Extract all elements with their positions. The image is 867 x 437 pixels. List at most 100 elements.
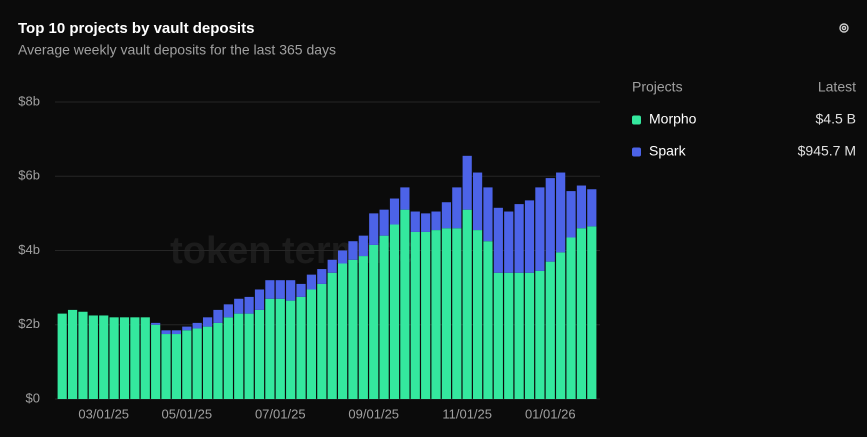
bar-segment [57, 313, 67, 399]
bar-segment [151, 324, 161, 399]
bar-segment [566, 237, 576, 399]
x-tick-label: 07/01/25 [255, 406, 306, 421]
bar-segment [566, 191, 576, 238]
bar-segment [317, 269, 327, 284]
bar-segment [327, 272, 337, 399]
bar-segment [379, 209, 389, 236]
bar-segment [327, 259, 337, 273]
bar-segment [441, 202, 452, 229]
bar-segment [306, 289, 317, 399]
bar-segment [524, 272, 535, 399]
bar-segment [130, 317, 140, 399]
bar-segment [265, 298, 275, 399]
bar-segment [504, 272, 514, 399]
legend-latest: $4.5 B [816, 111, 856, 127]
bar-segment [369, 213, 379, 245]
y-tick-label: $2b [18, 316, 40, 331]
bar-segment [254, 309, 265, 399]
bar-segment [337, 250, 348, 264]
bar-segment [462, 209, 472, 399]
bar-segment [296, 296, 306, 399]
x-tick-label: 09/01/25 [348, 406, 399, 421]
bar-segment [462, 155, 472, 210]
y-tick-label: $8b [18, 93, 40, 108]
bar-segment [192, 328, 202, 399]
bar-segment [524, 200, 535, 273]
bar-segment [556, 172, 566, 253]
bar-segment [545, 261, 555, 399]
y-tick-label: $6b [18, 168, 40, 183]
bar-segment [67, 309, 78, 399]
bar-segment [265, 280, 275, 299]
bar-segment [410, 231, 420, 399]
settings-icon[interactable] [839, 23, 849, 33]
bar-segment [161, 330, 171, 335]
legend-header: Projects [632, 79, 683, 95]
bar-segment [244, 296, 254, 314]
legend-swatch [632, 147, 641, 157]
bar-segment [119, 317, 130, 399]
bar-segment [514, 204, 524, 273]
x-tick-label: 11/01/25 [442, 406, 492, 421]
y-tick-label: $0 [26, 390, 40, 405]
bar-segment [88, 315, 98, 399]
bar-segment [348, 259, 358, 399]
bar-segment [286, 300, 296, 399]
bar-segment [587, 226, 597, 399]
bar-segment [234, 298, 244, 314]
bar-segment [161, 334, 171, 399]
bar-segment [514, 272, 524, 399]
bar-segment [182, 330, 192, 399]
bar-segment [452, 187, 462, 229]
bar-segment [535, 187, 545, 271]
legend-latest: $945.7 M [798, 143, 856, 159]
y-tick-label: $4b [18, 242, 40, 257]
legend-swatch [632, 115, 641, 125]
bar-segment [493, 207, 503, 273]
bar-segment [99, 315, 109, 399]
bar-segment [171, 334, 182, 399]
legend-label: Spark [649, 143, 687, 159]
bar-segment [452, 228, 462, 399]
bar-segment [483, 241, 493, 399]
bar-segment [213, 309, 223, 323]
bar-segment [587, 189, 597, 227]
bar-segment [472, 172, 483, 231]
bar-segment [410, 211, 420, 232]
bar-segment [421, 231, 431, 399]
bar-segment [556, 252, 566, 399]
bar-segment [192, 322, 202, 329]
bar-segment [431, 211, 441, 231]
bar-segment [431, 230, 441, 399]
bar-segment [202, 317, 213, 327]
bar-segment [389, 224, 400, 399]
legend-label: Morpho [649, 111, 697, 127]
bar-segment [535, 270, 545, 399]
bar-segment [504, 211, 514, 273]
bar-segment [358, 256, 368, 399]
bar-segment [244, 313, 254, 399]
bar-segment [151, 322, 161, 325]
bar-segment [493, 272, 503, 399]
legend-header: Latest [818, 79, 856, 95]
bar-segment [337, 263, 348, 399]
bar-segment [140, 317, 150, 399]
chart-subtitle: Average weekly vault deposits for the la… [18, 42, 336, 58]
bar-segment [286, 280, 296, 301]
bar-segment [545, 178, 555, 262]
bar-segment [358, 235, 368, 257]
bar-segment [483, 187, 493, 242]
bar-segment [441, 228, 452, 399]
bar-segment [421, 213, 431, 232]
bar-segment [317, 283, 327, 399]
bar-segment [306, 274, 317, 290]
bar-segment [348, 241, 358, 260]
bar-segment [472, 230, 483, 399]
bar-segment [275, 298, 285, 399]
bar-segment [223, 304, 233, 318]
bar-segment [213, 322, 223, 399]
bar-segment [254, 289, 265, 310]
bar-segment [202, 326, 213, 399]
bar-segment [296, 283, 306, 297]
